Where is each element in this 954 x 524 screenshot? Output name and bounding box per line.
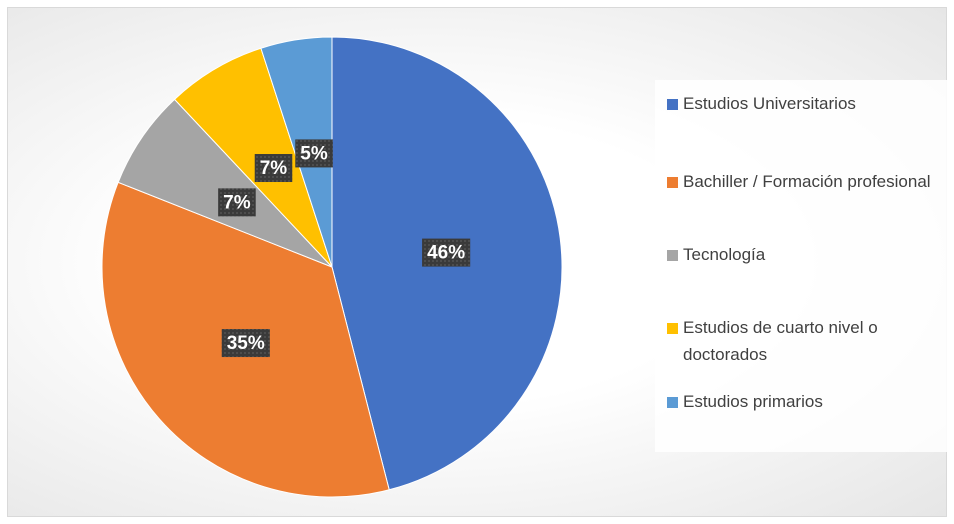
- legend-label: Estudios Universitarios: [683, 94, 856, 113]
- legend-entry: Estudios Universitarios: [667, 93, 937, 117]
- legend-swatch: [667, 250, 678, 261]
- pie-slice: [117, 98, 333, 268]
- data-label: 5%: [300, 143, 328, 164]
- data-label-group: 46%: [422, 238, 471, 267]
- legend-entry: Tecnología: [667, 244, 937, 268]
- legend-swatch: [667, 323, 678, 334]
- legend-label: Estudios de cuarto nivel o doctorados: [683, 318, 878, 364]
- data-label-box: [221, 329, 270, 358]
- pie-slice: [173, 47, 333, 268]
- data-label-box: [218, 188, 256, 217]
- data-label: 46%: [427, 243, 465, 264]
- data-label-group: 35%: [221, 329, 270, 358]
- data-label: 35%: [227, 333, 265, 354]
- data-label-group: 7%: [218, 188, 256, 217]
- legend: Estudios Universitarios Bachiller / Forma…: [655, 80, 947, 452]
- data-label-group: 5%: [295, 139, 333, 168]
- data-label-box: [254, 154, 293, 183]
- legend-entry: Bachiller / Formación profesional: [667, 171, 937, 195]
- data-label-group: 7%: [254, 154, 293, 183]
- data-label: 7%: [223, 192, 251, 213]
- legend-label: Tecnología: [683, 245, 766, 264]
- data-label-box: [422, 238, 471, 267]
- data-label: 7%: [260, 158, 288, 179]
- data-label-box: [295, 139, 333, 168]
- legend-entry: Estudios de cuarto nivel o doctorados: [667, 317, 937, 368]
- legend-swatch: [667, 397, 678, 408]
- legend-swatch: [667, 177, 678, 188]
- legend-label: Estudios primarios: [683, 392, 823, 411]
- legend-swatch: [667, 99, 678, 110]
- legend-label: Bachiller / Formación profesional: [683, 172, 931, 191]
- legend-entry: Estudios primarios: [667, 391, 937, 415]
